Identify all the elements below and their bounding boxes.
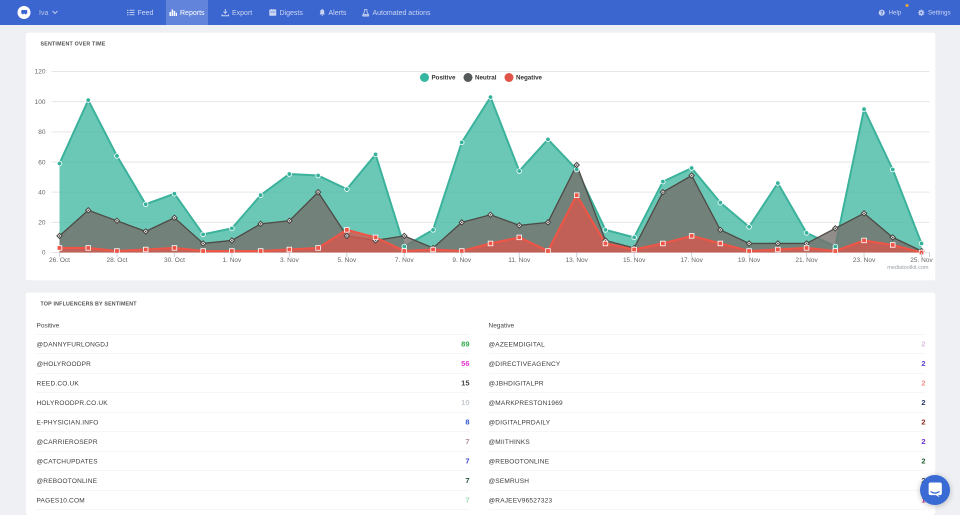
svg-text:19. Nov: 19. Nov <box>738 257 761 264</box>
svg-text:7. Nov: 7. Nov <box>395 257 415 264</box>
svg-text:21. Nov: 21. Nov <box>795 257 818 264</box>
svg-text:60: 60 <box>38 160 46 167</box>
svg-text:0: 0 <box>42 250 46 257</box>
svg-text:3. Nov: 3. Nov <box>280 257 300 264</box>
svg-text:120: 120 <box>35 69 46 76</box>
svg-text:30. Oct: 30. Oct <box>164 257 185 264</box>
svg-text:23. Nov: 23. Nov <box>853 257 876 264</box>
svg-text:80: 80 <box>38 129 46 136</box>
svg-text:13. Nov: 13. Nov <box>565 257 588 264</box>
svg-text:20: 20 <box>38 220 46 227</box>
svg-text:15. Nov: 15. Nov <box>623 257 646 264</box>
svg-text:26. Oct: 26. Oct <box>49 257 70 264</box>
svg-text:9. Nov: 9. Nov <box>452 257 472 264</box>
svg-text:mediatoolkit.com: mediatoolkit.com <box>887 265 929 271</box>
svg-text:5. Nov: 5. Nov <box>337 257 357 264</box>
svg-text:40: 40 <box>38 190 46 197</box>
svg-text:1. Nov: 1. Nov <box>223 257 243 264</box>
svg-text:11. Nov: 11. Nov <box>508 257 531 264</box>
svg-text:28. Oct: 28. Oct <box>106 257 127 264</box>
svg-text:25. Nov: 25. Nov <box>910 257 933 264</box>
svg-text:100: 100 <box>35 99 46 106</box>
svg-text:17. Nov: 17. Nov <box>680 257 703 264</box>
